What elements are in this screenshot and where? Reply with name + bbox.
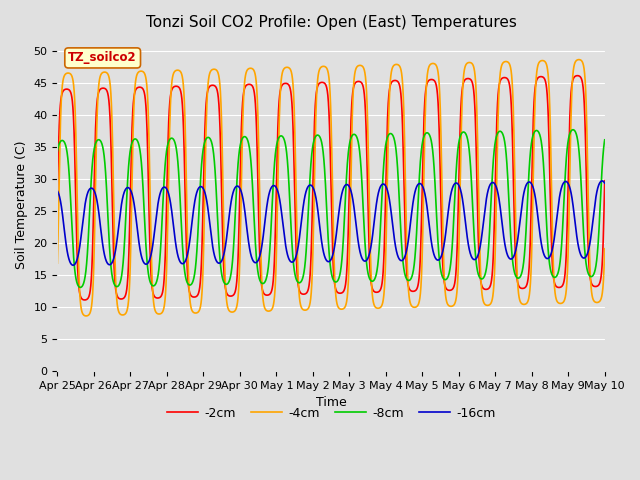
-8cm: [77, 285, 84, 290]
-8cm: [264, 270, 271, 276]
Line: -16cm: -16cm: [58, 181, 605, 265]
-16cm: [287, 259, 295, 265]
-4cm: [82, 313, 90, 319]
-4cm: [575, 57, 583, 62]
-2cm: [264, 292, 271, 298]
-16cm: [590, 207, 598, 213]
-16cm: [264, 199, 271, 205]
-4cm: [601, 246, 609, 252]
-8cm: [531, 128, 539, 134]
-2cm: [116, 296, 124, 302]
-2cm: [287, 92, 295, 97]
-4cm: [54, 260, 61, 266]
-4cm: [287, 69, 295, 74]
-8cm: [116, 280, 124, 286]
-2cm: [591, 284, 598, 289]
-8cm: [569, 127, 577, 132]
-16cm: [54, 188, 61, 193]
-8cm: [54, 148, 61, 154]
-16cm: [598, 178, 606, 184]
Text: TZ_soilco2: TZ_soilco2: [68, 51, 137, 64]
-16cm: [148, 244, 156, 250]
-8cm: [148, 283, 156, 288]
Legend: -2cm, -4cm, -8cm, -16cm: -2cm, -4cm, -8cm, -16cm: [161, 402, 500, 425]
Y-axis label: Soil Temperature (C): Soil Temperature (C): [15, 140, 28, 269]
-16cm: [531, 193, 539, 199]
-2cm: [573, 73, 581, 79]
-16cm: [601, 180, 609, 186]
-4cm: [531, 95, 539, 101]
-2cm: [531, 85, 539, 91]
-4cm: [591, 299, 598, 304]
Line: -8cm: -8cm: [58, 130, 605, 288]
-2cm: [54, 192, 61, 198]
-8cm: [601, 137, 609, 143]
-2cm: [81, 297, 88, 303]
-2cm: [601, 178, 609, 183]
Title: Tonzi Soil CO2 Profile: Open (East) Temperatures: Tonzi Soil CO2 Profile: Open (East) Temp…: [146, 15, 516, 30]
Line: -2cm: -2cm: [58, 76, 605, 300]
Line: -4cm: -4cm: [58, 60, 605, 316]
-16cm: [69, 263, 77, 268]
-16cm: [116, 212, 124, 218]
-8cm: [591, 270, 598, 276]
X-axis label: Time: Time: [316, 396, 346, 409]
-2cm: [148, 288, 156, 293]
-4cm: [148, 284, 156, 289]
-8cm: [287, 227, 295, 232]
-4cm: [116, 311, 124, 317]
-4cm: [264, 308, 271, 314]
